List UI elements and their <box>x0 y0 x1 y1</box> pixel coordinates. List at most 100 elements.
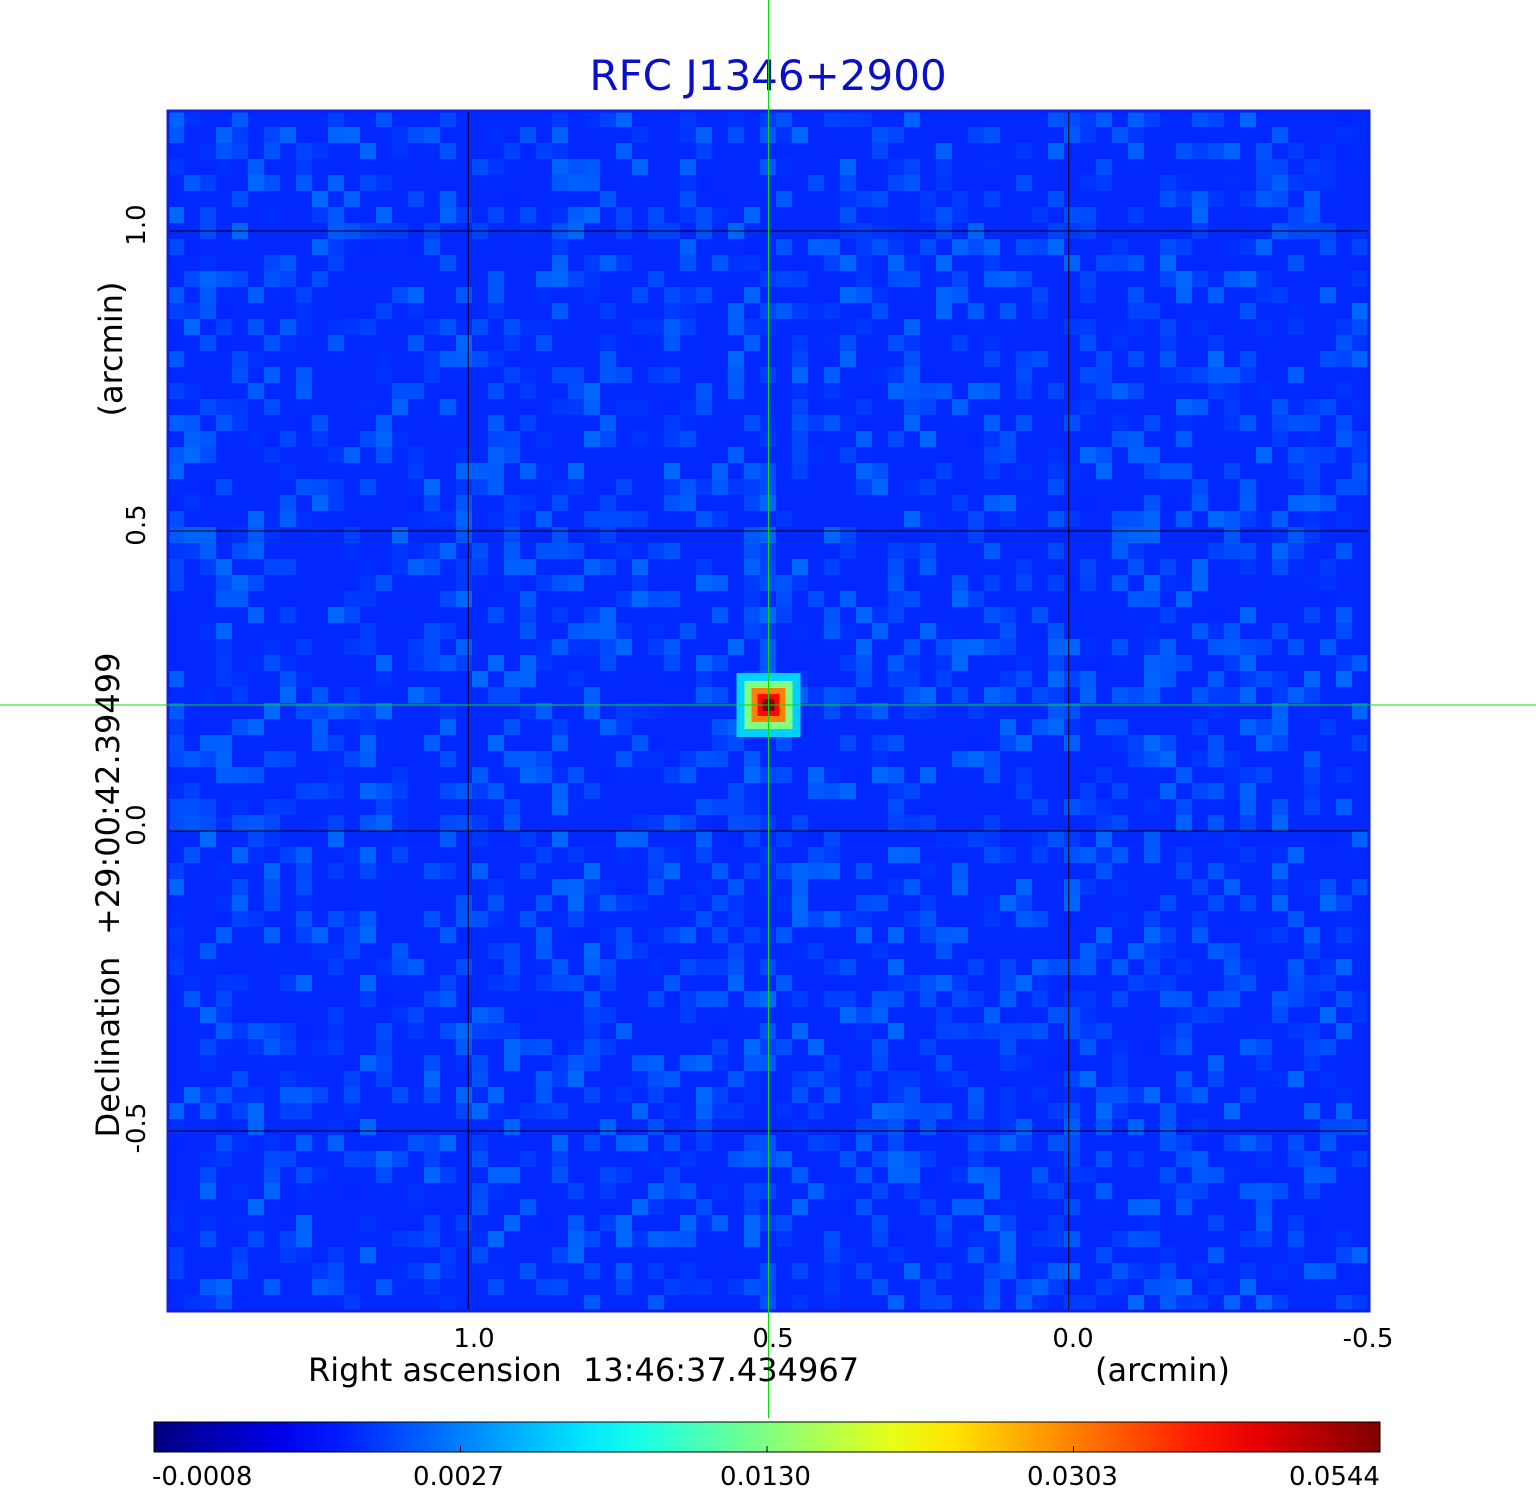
heatmap-pixel <box>728 735 744 751</box>
heatmap-pixel <box>1208 687 1224 703</box>
heatmap-pixel <box>264 399 280 415</box>
heatmap-pixel <box>1320 895 1336 911</box>
heatmap-pixel <box>600 255 616 271</box>
heatmap-pixel <box>1272 559 1288 575</box>
x-tick-label: 0.5 <box>752 1324 794 1354</box>
heatmap-pixel <box>456 959 472 975</box>
heatmap-pixel <box>1272 847 1288 863</box>
heatmap-pixel <box>728 815 744 831</box>
heatmap-pixel <box>520 415 536 431</box>
heatmap-pixel <box>808 303 824 319</box>
heatmap-pixel <box>1336 1231 1352 1247</box>
heatmap-pixel <box>1016 911 1032 927</box>
heatmap-pixel <box>408 303 424 319</box>
heatmap-pixel <box>392 399 408 415</box>
heatmap-pixel <box>1000 511 1016 527</box>
heatmap-pixel <box>1320 1071 1336 1087</box>
heatmap-pixel <box>536 639 552 655</box>
heatmap-pixel <box>1224 975 1240 991</box>
heatmap-pixel <box>1208 703 1224 719</box>
heatmap-pixel <box>728 335 744 351</box>
heatmap-pixel <box>1192 879 1208 895</box>
heatmap-pixel <box>680 351 696 367</box>
heatmap-pixel <box>1144 575 1160 591</box>
heatmap-pixel <box>952 863 968 879</box>
heatmap-pixel <box>536 431 552 447</box>
heatmap-pixel <box>808 783 824 799</box>
heatmap-pixel <box>1128 319 1144 335</box>
heatmap-pixel <box>1000 671 1016 687</box>
heatmap-pixel <box>552 735 568 751</box>
heatmap-pixel <box>824 1135 840 1151</box>
heatmap-pixel <box>440 319 456 335</box>
heatmap-pixel <box>808 415 824 431</box>
heatmap-pixel <box>600 767 616 783</box>
heatmap-pixel <box>776 607 792 623</box>
heatmap-pixel <box>872 1055 888 1071</box>
heatmap-pixel <box>904 783 920 799</box>
heatmap-pixel <box>968 511 984 527</box>
heatmap-pixel <box>984 191 1000 207</box>
heatmap-pixel <box>568 847 584 863</box>
heatmap-pixel <box>1144 799 1160 815</box>
heatmap-pixel <box>1288 303 1304 319</box>
heatmap-pixel <box>1144 1199 1160 1215</box>
heatmap-pixel <box>376 1151 392 1167</box>
heatmap-pixel <box>808 863 824 879</box>
heatmap-pixel <box>1352 831 1368 847</box>
heatmap-pixel <box>424 991 440 1007</box>
heatmap-pixel <box>1176 815 1192 831</box>
heatmap-pixel <box>744 559 760 575</box>
heatmap-pixel <box>584 895 600 911</box>
heatmap-pixel <box>568 271 584 287</box>
heatmap-pixel <box>776 1151 792 1167</box>
heatmap-pixel <box>536 975 552 991</box>
heatmap-pixel <box>792 351 808 367</box>
heatmap-pixel <box>664 479 680 495</box>
heatmap-pixel <box>248 607 264 623</box>
heatmap-pixel <box>1000 959 1016 975</box>
heatmap-pixel <box>1320 575 1336 591</box>
heatmap-pixel <box>1176 1039 1192 1055</box>
heatmap-pixel <box>1048 1151 1064 1167</box>
heatmap-pixel <box>968 303 984 319</box>
heatmap-pixel <box>232 815 248 831</box>
heatmap-pixel <box>1256 639 1272 655</box>
heatmap-pixel <box>328 735 344 751</box>
heatmap-pixel <box>1160 191 1176 207</box>
heatmap-pixel <box>1160 735 1176 751</box>
heatmap-pixel <box>824 831 840 847</box>
heatmap-pixel <box>520 367 536 383</box>
heatmap-pixel <box>1320 1039 1336 1055</box>
heatmap-pixel <box>984 911 1000 927</box>
heatmap-pixel <box>904 847 920 863</box>
heatmap-pixel <box>584 959 600 975</box>
heatmap-pixel <box>680 1263 696 1279</box>
heatmap-pixel <box>984 1247 1000 1263</box>
colorbar-tick-label: 0.0303 <box>1027 1462 1118 1492</box>
heatmap-pixel <box>616 703 632 719</box>
heatmap-pixel <box>536 319 552 335</box>
heatmap-pixel <box>968 959 984 975</box>
heatmap-pixel <box>552 767 568 783</box>
heatmap-pixel <box>552 175 568 191</box>
heatmap-pixel <box>328 191 344 207</box>
heatmap-pixel <box>328 111 344 127</box>
heatmap-pixel <box>744 991 760 1007</box>
heatmap-pixel <box>744 287 760 303</box>
heatmap-pixel <box>440 559 456 575</box>
heatmap-pixel <box>792 367 808 383</box>
heatmap-pixel <box>488 879 504 895</box>
heatmap-pixel <box>1336 1263 1352 1279</box>
heatmap-pixel <box>904 815 920 831</box>
heatmap-pixel <box>1176 991 1192 1007</box>
heatmap-pixel <box>296 367 312 383</box>
heatmap-pixel <box>472 159 488 175</box>
heatmap-pixel <box>1224 1167 1240 1183</box>
heatmap-pixel <box>184 991 200 1007</box>
heatmap-pixel <box>168 735 184 751</box>
heatmap-pixel <box>1128 975 1144 991</box>
heatmap-pixel <box>952 655 968 671</box>
heatmap-pixel <box>184 415 200 431</box>
heatmap-pixel <box>1192 1151 1208 1167</box>
